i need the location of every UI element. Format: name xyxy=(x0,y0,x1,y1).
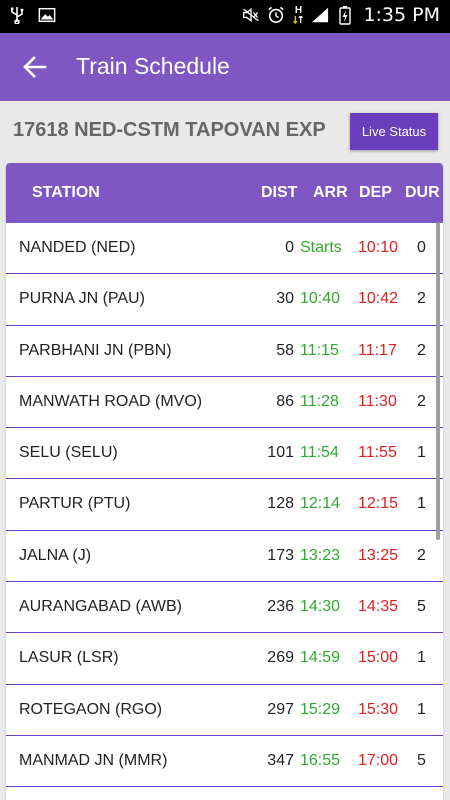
distance-cell: 269 xyxy=(267,649,294,667)
battery-charging-icon xyxy=(336,6,354,25)
arrival-time: 11:54 xyxy=(300,444,339,462)
table-row[interactable]: ROTEGAON (RGO) 297 15:29 15:30 1 xyxy=(6,685,443,736)
station-name: PURNA JN (PAU) xyxy=(19,290,145,308)
table-row[interactable]: LASUR (LSR) 269 14:59 15:00 1 xyxy=(6,633,443,685)
arrival-time: 14:59 xyxy=(300,649,341,667)
halt-duration: 1 xyxy=(417,495,426,513)
table-row[interactable]: AURANGABAD (AWB) 236 14:30 14:35 5 xyxy=(6,582,443,634)
distance-cell: 0 xyxy=(285,239,294,256)
departure-time: 11:17 xyxy=(358,341,397,359)
halt-duration: 1 xyxy=(417,444,426,462)
arrival-time: 10:40 xyxy=(300,290,341,308)
station-name: PARBHANI JN (PBN) xyxy=(19,341,172,359)
alarm-icon xyxy=(267,6,285,24)
image-icon xyxy=(38,6,56,24)
train-header: 17618 NED-CSTM TAPOVAN EXP xyxy=(0,101,450,163)
departure-time: 15:00 xyxy=(358,649,399,667)
header-dist: DIST xyxy=(261,184,298,201)
halt-duration: 0 xyxy=(417,239,426,256)
table-row[interactable]: PARTUR (PTU) 128 12:14 12:15 1 xyxy=(6,479,443,531)
distance-cell: 236 xyxy=(267,598,294,616)
table-row[interactable]: NANDED (NED) 0 Starts 10:10 0 xyxy=(6,223,443,275)
header-dep: DEP xyxy=(359,184,392,201)
arrival-time: 16:55 xyxy=(300,751,341,769)
arrival-time: Starts xyxy=(300,239,342,256)
distance-cell: 173 xyxy=(267,546,294,564)
station-name: SELU (SELU) xyxy=(19,444,118,462)
station-name: AURANGABAD (AWB) xyxy=(19,598,182,616)
distance-cell: 347 xyxy=(267,751,294,769)
distance-cell: 101 xyxy=(267,444,294,462)
distance-cell: 86 xyxy=(276,392,294,410)
departure-time: 10:42 xyxy=(358,290,399,308)
departure-time: 12:15 xyxy=(358,495,399,513)
usb-icon xyxy=(8,6,26,24)
station-name: PARTUR (PTU) xyxy=(19,495,131,513)
header-arr: ARR xyxy=(313,184,348,201)
header-dur: DUR xyxy=(405,184,440,201)
departure-time: 15:30 xyxy=(358,700,399,718)
arrival-time: 12:14 xyxy=(300,495,341,513)
signal-icon xyxy=(311,6,329,24)
halt-duration: 2 xyxy=(417,341,426,359)
halt-duration: 5 xyxy=(417,751,426,769)
halt-duration: 2 xyxy=(417,546,426,564)
arrival-time: 14:30 xyxy=(300,598,341,616)
station-name: ROTEGAON (RGO) xyxy=(19,700,163,718)
distance-cell: 297 xyxy=(267,700,294,718)
back-button[interactable] xyxy=(14,47,56,87)
status-bar: H 1:35 PM xyxy=(0,0,450,33)
table-row[interactable]: MANMAD JN (MMR) 347 16:55 17:00 5 xyxy=(6,736,443,788)
halt-duration: 5 xyxy=(417,598,426,616)
halt-duration: 1 xyxy=(417,700,426,718)
arrival-time: 11:28 xyxy=(300,392,339,410)
header-station: STATION xyxy=(32,184,100,201)
schedule-table: STATION DIST ARR DEP DUR NANDED (NED) 0 St… xyxy=(6,163,443,800)
status-time: 1:35 PM xyxy=(363,4,440,26)
app-bar: Train Schedule xyxy=(0,33,450,101)
departure-time: 11:55 xyxy=(358,444,397,462)
departure-time: 14:35 xyxy=(358,598,399,616)
halt-duration: 2 xyxy=(417,290,426,308)
departure-time: 10:10 xyxy=(358,239,399,256)
station-name: LASUR (LSR) xyxy=(19,649,119,667)
distance-cell: 128 xyxy=(267,495,294,513)
departure-time: 17:00 xyxy=(358,751,399,769)
arrival-time: 11:15 xyxy=(300,341,339,359)
halt-duration: 1 xyxy=(417,649,426,667)
station-name: NANDED (NED) xyxy=(19,239,136,256)
table-row[interactable]: JALNA (J) 173 13:23 13:25 2 xyxy=(6,531,443,583)
distance-cell: 58 xyxy=(276,341,294,359)
data-arrows-icon: H xyxy=(292,6,304,24)
table-row[interactable]: PARBHANI JN (PBN) 58 11:15 11:17 2 xyxy=(6,326,443,377)
departure-time: 11:30 xyxy=(358,392,397,410)
station-name: MANMAD JN (MMR) xyxy=(19,751,168,769)
scrollbar[interactable] xyxy=(436,222,440,540)
network-type-label: H xyxy=(294,5,303,16)
arrival-time: 13:23 xyxy=(300,546,341,564)
distance-cell: 30 xyxy=(276,290,294,308)
station-name: JALNA (J) xyxy=(19,546,92,564)
table-row[interactable]: MANWATH ROAD (MVO) 86 11:28 11:30 2 xyxy=(6,377,443,429)
back-arrow-icon xyxy=(23,56,47,78)
table-row[interactable]: SELU (SELU) 101 11:54 11:55 1 xyxy=(6,428,443,480)
station-name: MANWATH ROAD (MVO) xyxy=(19,392,203,410)
live-status-button[interactable]: Live Status xyxy=(350,113,438,150)
departure-time: 13:25 xyxy=(358,546,399,564)
mute-icon xyxy=(242,6,260,24)
table-body[interactable]: NANDED (NED) 0 Starts 10:10 0 PURNA JN (PAU) 3… xyxy=(6,223,443,788)
table-header: STATION DIST ARR DEP DUR xyxy=(6,163,443,223)
train-title: 17618 NED-CSTM TAPOVAN EXP xyxy=(13,119,326,141)
page-title: Train Schedule xyxy=(76,53,230,79)
arrival-time: 15:29 xyxy=(300,700,341,718)
table-row[interactable]: PURNA JN (PAU) 30 10:40 10:42 2 xyxy=(6,274,443,326)
halt-duration: 2 xyxy=(417,392,426,410)
